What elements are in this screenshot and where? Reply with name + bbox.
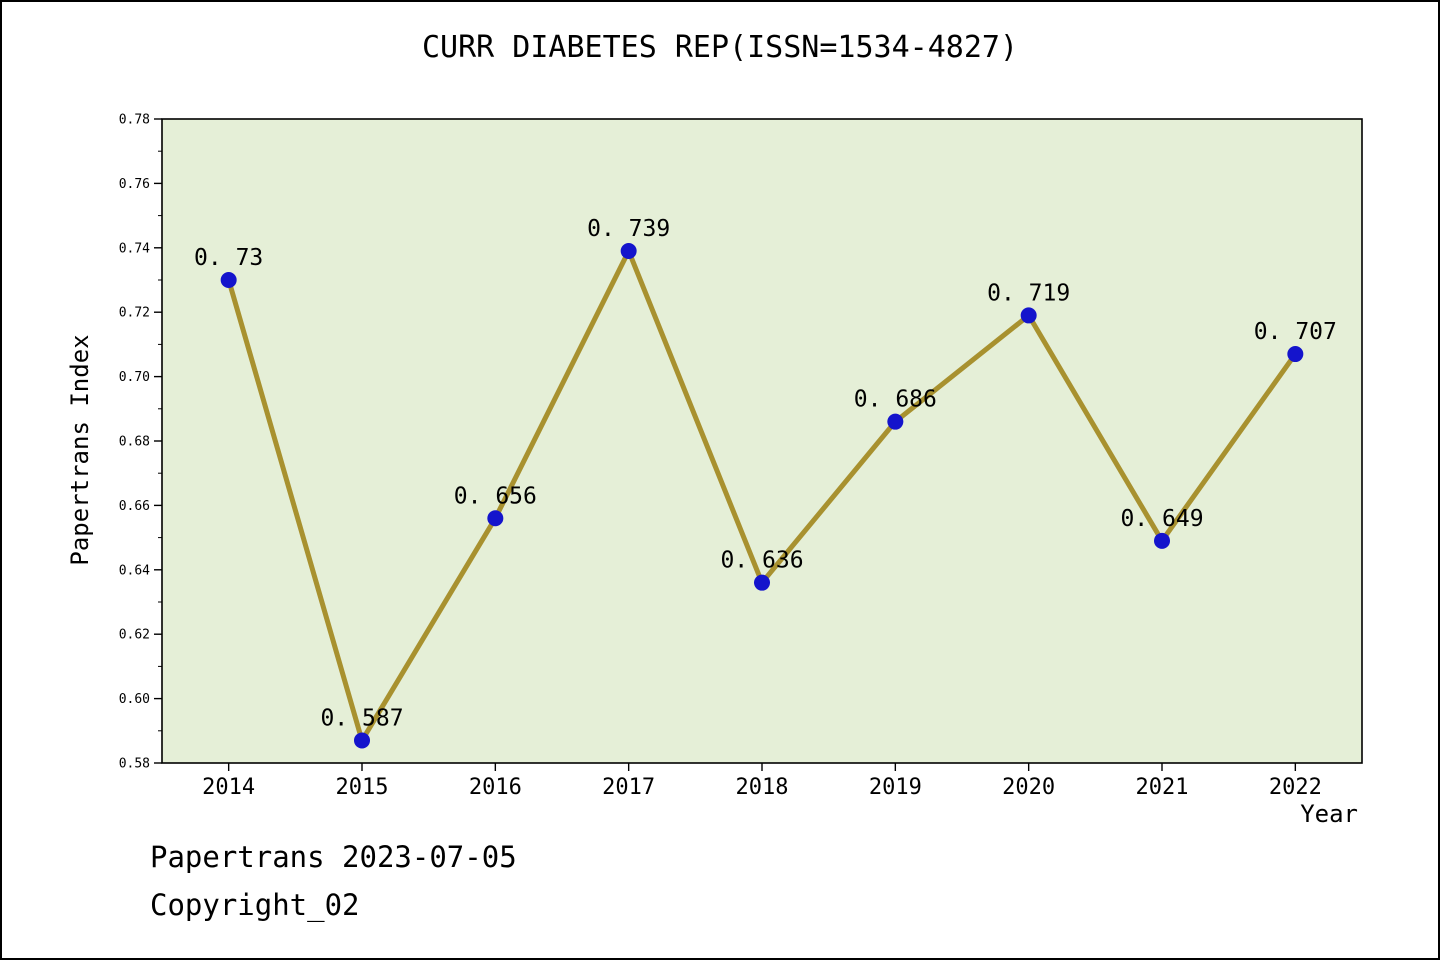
y-tick-label: 0.78 <box>119 113 150 128</box>
data-point-label: 0. 686 <box>854 387 937 413</box>
data-point-marker <box>1020 307 1037 324</box>
x-tick-label: 2017 <box>602 775 655 800</box>
data-point-label: 0. 587 <box>320 705 403 731</box>
plot-area-background <box>162 119 1362 763</box>
x-axis-label: Year <box>1300 800 1358 828</box>
x-tick-label: 2015 <box>336 775 389 800</box>
data-point-label: 0. 719 <box>987 280 1070 306</box>
x-tick-label: 2019 <box>869 775 922 800</box>
x-tick-label: 2020 <box>1002 775 1055 800</box>
y-tick-label: 0.66 <box>119 499 150 514</box>
data-point-marker <box>220 272 237 288</box>
data-point-marker <box>754 574 770 591</box>
footer-source: Papertrans 2023-07-05 <box>150 840 517 874</box>
data-point-label: 0. 636 <box>720 548 803 574</box>
x-tick-label: 2022 <box>1269 775 1322 800</box>
footer-copyright: Copyright_02 <box>150 888 360 922</box>
x-tick-label: 2014 <box>202 775 255 800</box>
data-point-label: 0. 707 <box>1254 319 1337 345</box>
y-tick-label: 0.58 <box>119 757 150 772</box>
x-tick-label: 2016 <box>469 775 522 800</box>
data-point-marker <box>354 732 370 749</box>
x-tick-label: 2018 <box>736 775 789 800</box>
data-point-label: 0. 73 <box>194 245 263 271</box>
y-tick-label: 0.72 <box>119 306 150 321</box>
x-tick-label: 2021 <box>1136 775 1189 800</box>
data-point-marker <box>1154 532 1170 549</box>
y-tick-label: 0.60 <box>119 692 150 707</box>
y-tick-label: 0.64 <box>119 563 150 578</box>
data-point-marker <box>487 510 504 527</box>
data-point-label: 0. 656 <box>454 483 537 509</box>
y-tick-label: 0.74 <box>119 241 150 256</box>
plot-border <box>161 118 1363 764</box>
data-point-label: 0. 739 <box>587 216 670 242</box>
y-tick-label: 0.70 <box>119 370 150 385</box>
y-tick-label: 0.68 <box>119 435 150 450</box>
data-point-label: 0. 649 <box>1120 506 1203 532</box>
y-tick-label: 0.62 <box>119 628 150 643</box>
chart-title: CURR DIABETES REP(ISSN=1534-4827) <box>421 30 1019 65</box>
data-point-marker <box>887 413 904 430</box>
data-point-marker <box>1287 346 1304 363</box>
y-tick-label: 0.76 <box>119 177 150 192</box>
data-point-marker <box>620 243 637 260</box>
